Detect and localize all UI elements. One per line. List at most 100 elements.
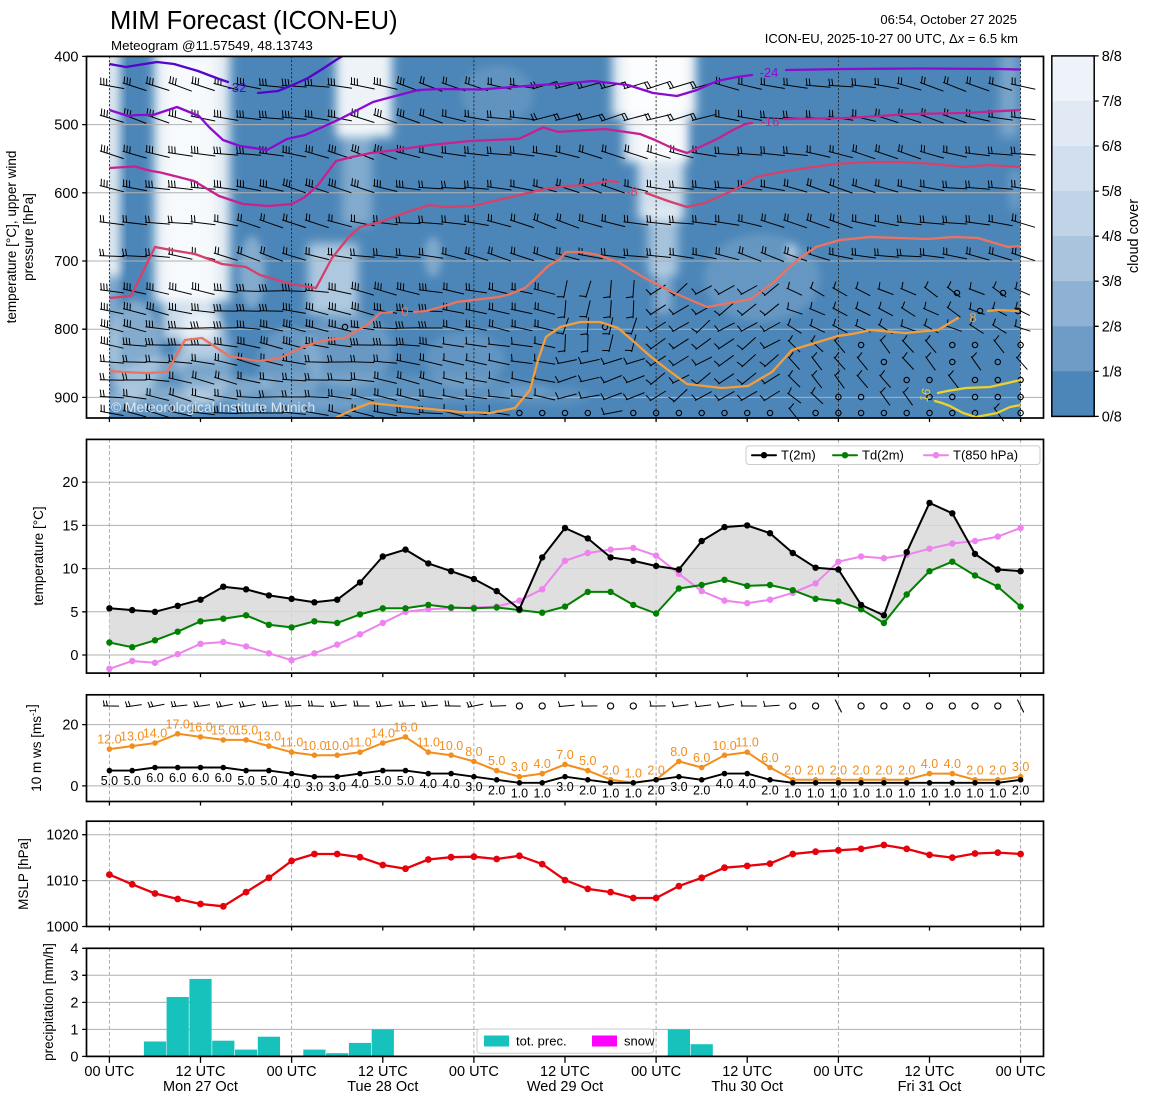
svg-text:1020: 1020 xyxy=(46,828,78,844)
svg-text:1.0: 1.0 xyxy=(852,786,869,800)
svg-text:4.0: 4.0 xyxy=(283,777,300,791)
svg-text:-16: -16 xyxy=(761,114,780,129)
svg-text:00 UTC: 00 UTC xyxy=(84,1064,134,1080)
svg-text:5.0: 5.0 xyxy=(579,754,596,768)
svg-text:8.0: 8.0 xyxy=(670,745,687,759)
svg-text:1000: 1000 xyxy=(46,920,78,936)
svg-text:00 UTC: 00 UTC xyxy=(813,1064,863,1080)
svg-text:4/8: 4/8 xyxy=(1102,229,1122,245)
svg-text:2.0: 2.0 xyxy=(579,783,596,797)
svg-text:12 UTC: 12 UTC xyxy=(540,1064,590,1080)
svg-text:6.0: 6.0 xyxy=(761,751,778,765)
svg-text:1.0: 1.0 xyxy=(830,786,847,800)
svg-text:12 UTC: 12 UTC xyxy=(176,1064,226,1080)
svg-text:Meteogram @11.57549, 48.13743: Meteogram @11.57549, 48.13743 xyxy=(111,38,313,53)
svg-text:-8: -8 xyxy=(626,184,638,199)
svg-text:2.0: 2.0 xyxy=(761,783,778,797)
svg-text:2: 2 xyxy=(70,995,78,1011)
svg-text:1.0: 1.0 xyxy=(898,786,915,800)
svg-text:3.0: 3.0 xyxy=(1012,760,1029,774)
svg-text:5.0: 5.0 xyxy=(397,774,414,788)
svg-text:10: 10 xyxy=(62,562,78,578)
svg-text:17.0: 17.0 xyxy=(166,717,190,731)
svg-text:2.0: 2.0 xyxy=(830,763,847,777)
svg-text:4.0: 4.0 xyxy=(534,757,551,771)
svg-text:20: 20 xyxy=(62,718,78,734)
svg-text:1.0: 1.0 xyxy=(602,786,619,800)
svg-text:2.0: 2.0 xyxy=(966,763,983,777)
svg-text:8.0: 8.0 xyxy=(465,745,482,759)
svg-text:2.0: 2.0 xyxy=(1012,783,1029,797)
svg-text:4: 4 xyxy=(70,941,78,957)
svg-text:3.0: 3.0 xyxy=(329,780,346,794)
svg-text:00 UTC: 00 UTC xyxy=(449,1064,499,1080)
svg-text:0/8: 0/8 xyxy=(1102,409,1122,425)
svg-text:1.0: 1.0 xyxy=(944,786,961,800)
svg-text:2/8: 2/8 xyxy=(1102,319,1122,335)
svg-text:2.0: 2.0 xyxy=(898,763,915,777)
svg-text:Td(2m): Td(2m) xyxy=(862,448,904,463)
svg-text:10 m ws [ms-1]: 10 m ws [ms-1] xyxy=(24,704,44,792)
svg-text:12.0: 12.0 xyxy=(97,733,121,747)
svg-text:8: 8 xyxy=(969,310,976,325)
svg-text:Mon 27 Oct: Mon 27 Oct xyxy=(163,1079,238,1095)
svg-text:900: 900 xyxy=(54,390,78,406)
svg-text:10.0: 10.0 xyxy=(712,739,736,753)
svg-text:6/8: 6/8 xyxy=(1102,139,1122,155)
svg-text:6.0: 6.0 xyxy=(192,771,209,785)
svg-text:Thu 30 Oct: Thu 30 Oct xyxy=(711,1079,783,1095)
svg-text:1.0: 1.0 xyxy=(921,786,938,800)
svg-text:T(850 hPa): T(850 hPa) xyxy=(953,448,1018,463)
svg-text:12 UTC: 12 UTC xyxy=(905,1064,955,1080)
svg-text:2.0: 2.0 xyxy=(488,783,505,797)
svg-text:5.0: 5.0 xyxy=(101,774,118,788)
svg-text:1.0: 1.0 xyxy=(511,786,528,800)
svg-text:0: 0 xyxy=(70,1049,78,1065)
svg-text:3.0: 3.0 xyxy=(465,780,482,794)
svg-text:11.0: 11.0 xyxy=(417,736,440,750)
svg-text:1.0: 1.0 xyxy=(784,786,801,800)
svg-text:5: 5 xyxy=(70,605,78,621)
svg-text:400: 400 xyxy=(54,49,78,65)
svg-text:Wed 29 Oct: Wed 29 Oct xyxy=(527,1079,603,1095)
svg-text:700: 700 xyxy=(54,254,78,270)
svg-text:Tue 28 Oct: Tue 28 Oct xyxy=(347,1079,418,1095)
svg-text:0: 0 xyxy=(401,304,408,319)
svg-text:temperature [°C], upper wind: temperature [°C], upper wind xyxy=(4,151,19,324)
svg-text:20: 20 xyxy=(62,475,78,491)
svg-text:5.0: 5.0 xyxy=(260,774,277,788)
svg-text:temperature [°C]: temperature [°C] xyxy=(31,506,46,605)
svg-text:00 UTC: 00 UTC xyxy=(631,1064,681,1080)
svg-text:12 UTC: 12 UTC xyxy=(358,1064,408,1080)
svg-text:6.0: 6.0 xyxy=(693,751,710,765)
svg-text:15.0: 15.0 xyxy=(234,723,258,737)
svg-text:8/8: 8/8 xyxy=(1102,49,1122,65)
svg-text:4.0: 4.0 xyxy=(739,777,756,791)
svg-text:1.0: 1.0 xyxy=(966,786,983,800)
svg-text:1.0: 1.0 xyxy=(534,786,551,800)
svg-text:MSLP [hPa]: MSLP [hPa] xyxy=(16,838,31,910)
svg-text:3: 3 xyxy=(70,968,78,984)
svg-text:pressure [hPa]: pressure [hPa] xyxy=(21,193,36,281)
svg-text:cloud cover: cloud cover xyxy=(1126,199,1142,273)
svg-text:tot. prec.: tot. prec. xyxy=(516,1034,567,1049)
svg-text:0: 0 xyxy=(70,648,78,664)
svg-text:15: 15 xyxy=(62,518,78,534)
svg-text:snow: snow xyxy=(624,1034,655,1049)
svg-text:2.0: 2.0 xyxy=(784,763,801,777)
svg-text:4.0: 4.0 xyxy=(716,777,733,791)
svg-text:ICON-EU, 2025-10-27 00 UTC, Δx: ICON-EU, 2025-10-27 00 UTC, Δx = 6.5 km xyxy=(765,31,1018,46)
svg-text:4.0: 4.0 xyxy=(420,777,437,791)
svg-text:06:54, October 27 2025: 06:54, October 27 2025 xyxy=(880,12,1017,27)
svg-text:0: 0 xyxy=(70,779,78,795)
svg-text:5/8: 5/8 xyxy=(1102,184,1122,200)
svg-text:2.0: 2.0 xyxy=(647,783,664,797)
svg-text:-32: -32 xyxy=(228,80,247,95)
svg-text:11.0: 11.0 xyxy=(280,736,303,750)
svg-text:2.0: 2.0 xyxy=(807,763,824,777)
svg-text:16.0: 16.0 xyxy=(188,720,212,734)
svg-text:2.0: 2.0 xyxy=(989,763,1006,777)
svg-text:1.0: 1.0 xyxy=(625,766,642,780)
svg-text:6.0: 6.0 xyxy=(215,771,232,785)
svg-text:© Meteorological Institute Mun: © Meteorological Institute Munich xyxy=(111,400,315,415)
